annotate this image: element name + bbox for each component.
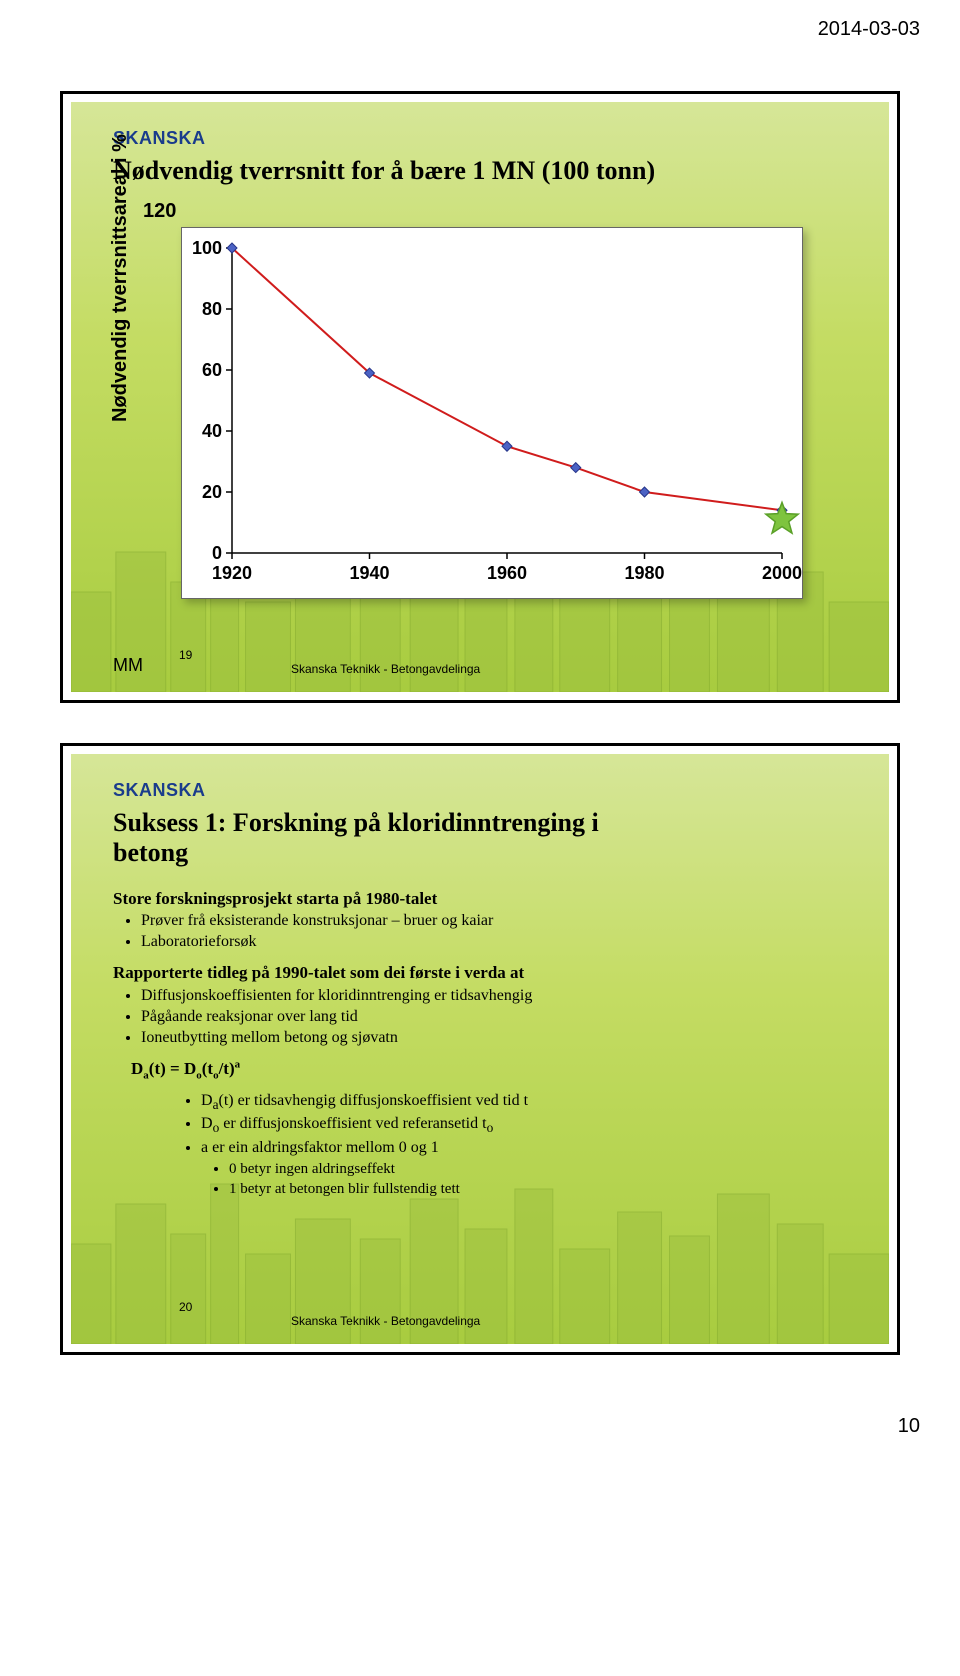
- list-item: 0 betyr ingen aldringseffekt: [229, 1160, 849, 1179]
- slide-1: SKANSKA Nødvendig tverrsnitt for å bære …: [60, 91, 900, 703]
- svg-text:1940: 1940: [349, 563, 389, 583]
- list-item: Do er diffusjonskoeffisient ved referans…: [201, 1114, 849, 1137]
- svg-text:2000: 2000: [762, 563, 802, 583]
- svg-text:40: 40: [202, 421, 222, 441]
- document-page-number: 10: [0, 1395, 960, 1468]
- y-axis-label: Nødvendig tverrsnittsareal i %: [109, 134, 132, 422]
- slide-body: Store forskningsprosjekt starta på 1980-…: [113, 884, 849, 1209]
- title-line-2: betong: [113, 838, 188, 867]
- footer-brand: Skanska Teknikk - Betongavdelinga: [291, 1314, 480, 1328]
- list-item: Pågåande reaksjonar over lang tid: [141, 1007, 849, 1027]
- list-item: Diffusjonskoeffisienten for kloridinntre…: [141, 986, 849, 1006]
- list-item: Prøver frå eksisterande konstruksjonar –…: [141, 911, 849, 931]
- slide-title: Nødvendig tverrsnitt for å bære 1 MN (10…: [113, 156, 655, 186]
- formula: Da(t) = Do(to/t)a: [131, 1058, 849, 1083]
- svg-text:100: 100: [192, 238, 222, 258]
- section3-list: Da(t) er tidsavhengig diffusjonskoeffisi…: [173, 1091, 849, 1199]
- chart-svg: 0 20 40 60 80 100 1920 1940 1960 1980 2000: [182, 228, 802, 598]
- svg-text:20: 20: [202, 482, 222, 502]
- list-item: Ioneutbytting mellom betong og sjøvatn: [141, 1028, 849, 1048]
- list-item: a er ein aldringsfaktor mellom 0 og 10 b…: [201, 1138, 849, 1199]
- slide-number: 20: [179, 1300, 192, 1314]
- slide-title: Suksess 1: Forskning på kloridinntrengin…: [113, 808, 847, 868]
- slide-number: 19: [179, 648, 192, 662]
- svg-text:80: 80: [202, 299, 222, 319]
- svg-text:1920: 1920: [212, 563, 252, 583]
- chart-panel: 0 20 40 60 80 100 1920 1940 1960 1980 2000: [181, 227, 803, 599]
- list-item: 1 betyr at betongen blir fullstendig tet…: [229, 1180, 849, 1199]
- list-item: Laboratorieforsøk: [141, 932, 849, 952]
- section3-sublist: 0 betyr ingen aldringseffekt1 betyr at b…: [201, 1160, 849, 1199]
- svg-text:60: 60: [202, 360, 222, 380]
- slide-2: SKANSKA Suksess 1: Forskning på kloridin…: [60, 743, 900, 1355]
- svg-text:1960: 1960: [487, 563, 527, 583]
- svg-text:1980: 1980: [624, 563, 664, 583]
- section1-list: Prøver frå eksisterande konstruksjonar –…: [113, 911, 849, 952]
- outer-y-label-120: 120: [143, 200, 176, 223]
- list-item: Da(t) er tidsavhengig diffusjonskoeffisi…: [201, 1091, 849, 1114]
- page-date: 2014-03-03: [0, 0, 960, 51]
- footer-brand: Skanska Teknikk - Betongavdelinga: [291, 662, 480, 676]
- section2-head: Rapporterte tidleg på 1990-talet som dei…: [113, 962, 849, 983]
- section1-head: Store forskningsprosjekt starta på 1980-…: [113, 888, 849, 909]
- skanska-logo: SKANSKA: [113, 780, 206, 801]
- section2-list: Diffusjonskoeffisienten for kloridinntre…: [113, 986, 849, 1048]
- title-line-1: Suksess 1: Forskning på kloridinntrengin…: [113, 808, 599, 837]
- svg-text:0: 0: [212, 543, 222, 563]
- footer-mm: MM: [113, 655, 143, 676]
